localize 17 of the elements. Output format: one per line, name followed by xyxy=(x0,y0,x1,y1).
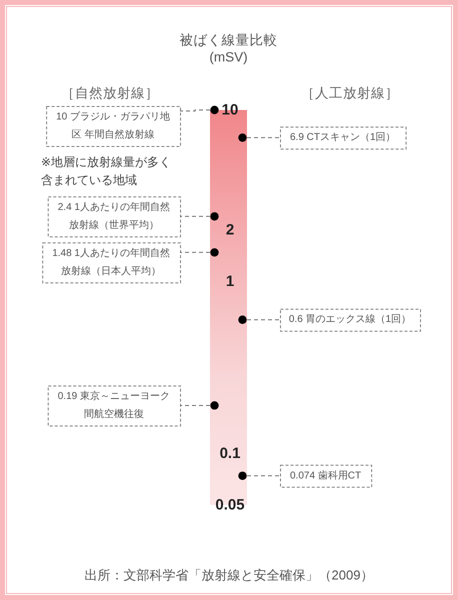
y-tick-label: 2 xyxy=(226,221,234,238)
data-label: 10 ブラジル・ガラパリ地区 年間自然放射線 xyxy=(56,110,170,140)
data-label: 0.19 東京～ニューヨーク間航空機往復 xyxy=(58,390,170,420)
data-label: 0.074 歯科用CT xyxy=(290,469,362,482)
y-tick-label: 0.1 xyxy=(220,444,240,462)
y-tick-label: 0.05 xyxy=(215,496,245,514)
x-tick-label: ［人工放射線］ xyxy=(301,86,399,100)
data-label: 6.9 CTスキャン（1回） xyxy=(290,132,396,144)
data-label: 1.48 1人あたりの年間自然放射線（日本人平均） xyxy=(52,246,170,277)
y-axis-title: (mSV) xyxy=(209,50,248,64)
data-label: 0.6 胃のエックス線（1回） xyxy=(288,314,412,326)
data-label: 2.4 1人あたりの年間自然放射線（世界平均） xyxy=(58,200,170,231)
y-tick-label: 1 xyxy=(226,273,234,290)
annotation: ※地層に放射線量が多く含まれている地域 xyxy=(41,155,172,187)
chart-title: 被ばく線量比較 xyxy=(180,32,278,48)
text: 出所：文部科学省「放射線と安全確保」（2009） xyxy=(84,568,374,582)
x-tick-label: ［自然放射線］ xyxy=(61,86,159,100)
